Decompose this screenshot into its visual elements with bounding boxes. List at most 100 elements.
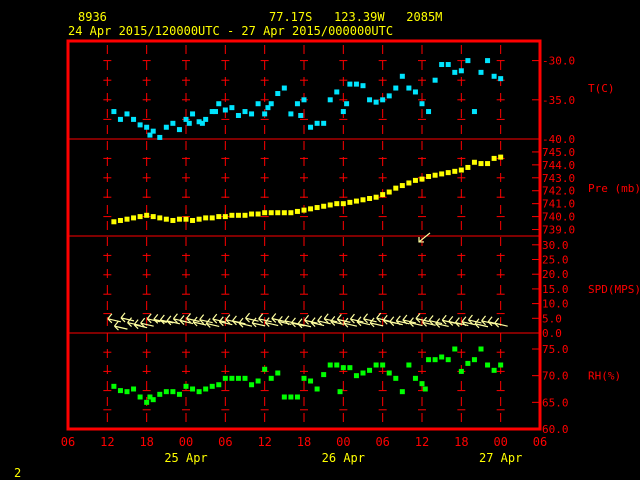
wind-barb-flag bbox=[461, 316, 467, 323]
pressure-point bbox=[144, 212, 150, 218]
humidity-point bbox=[229, 375, 235, 381]
wind-barb-shaft bbox=[396, 320, 410, 325]
humidity-point bbox=[491, 367, 497, 373]
wind-barb bbox=[461, 316, 476, 327]
pressure-point bbox=[452, 168, 458, 174]
pressure-point bbox=[334, 201, 340, 207]
y-axis-label: SPD(MPS) bbox=[588, 283, 640, 296]
wind-barb bbox=[245, 312, 259, 323]
wind-barb bbox=[159, 314, 174, 325]
humidity-point bbox=[275, 370, 281, 376]
wind-barb bbox=[408, 317, 423, 328]
wind-barb-flag bbox=[395, 315, 401, 322]
wind-barb-shaft bbox=[363, 318, 377, 323]
temperature-point bbox=[406, 85, 412, 91]
wind-barb-shaft bbox=[343, 322, 358, 327]
wind-barb bbox=[415, 313, 430, 323]
wind-barb-flag bbox=[481, 320, 486, 326]
pressure-point bbox=[432, 172, 438, 178]
x-tick-label: 18 bbox=[139, 435, 153, 449]
wind-barb-flag bbox=[133, 319, 139, 326]
wind-barb-shaft bbox=[415, 317, 430, 323]
pressure-point bbox=[386, 189, 392, 195]
wind-barb-flag bbox=[218, 316, 224, 323]
wind-barb bbox=[297, 318, 312, 329]
temperature-point bbox=[209, 109, 215, 115]
y-tick-label: -30.0 bbox=[542, 55, 575, 68]
wind-barb-flag bbox=[402, 314, 408, 321]
humidity-point bbox=[337, 389, 343, 395]
wind-barb-flag bbox=[192, 316, 198, 323]
wind-barb-flag bbox=[186, 318, 191, 323]
pressure-point bbox=[321, 203, 327, 209]
wind-barb-flag bbox=[120, 317, 126, 323]
wind-barb bbox=[343, 317, 358, 328]
wind-barb-flag bbox=[245, 312, 251, 319]
wind-barb-flag bbox=[422, 316, 428, 323]
wind-barb-shaft bbox=[350, 318, 364, 323]
humidity-point bbox=[393, 375, 399, 381]
temperature-point bbox=[314, 120, 320, 126]
pressure-point bbox=[340, 201, 346, 207]
pressure-point bbox=[288, 210, 294, 216]
wind-barb-shaft bbox=[133, 324, 148, 329]
wind-barb bbox=[336, 313, 351, 324]
temperature-point bbox=[367, 97, 373, 103]
wind-barb-flag bbox=[127, 322, 132, 328]
wind-barb-flag bbox=[192, 321, 198, 327]
temperature-point bbox=[373, 99, 379, 105]
y-axis-label: Pre (mb) bbox=[588, 182, 640, 195]
humidity-point bbox=[131, 386, 137, 392]
temperature-point bbox=[147, 132, 153, 138]
pressure-point bbox=[183, 216, 189, 222]
wind-barb-flag bbox=[330, 320, 336, 326]
wind-barb bbox=[323, 313, 338, 324]
wind-barb bbox=[356, 316, 371, 327]
pressure-point bbox=[327, 202, 333, 208]
y-tick-label: -35.0 bbox=[542, 94, 575, 107]
pressure-point bbox=[426, 174, 432, 180]
wind-barb-flag bbox=[114, 325, 119, 331]
y-tick-label: 70.0 bbox=[542, 370, 569, 383]
temperature-point bbox=[281, 85, 287, 91]
temperature-point bbox=[419, 101, 425, 107]
wind-barb-flag bbox=[474, 323, 480, 329]
humidity-point bbox=[111, 383, 117, 389]
wind-barb-flag bbox=[304, 314, 310, 321]
wind-barb-flag bbox=[481, 315, 487, 322]
wind-barb-shaft bbox=[428, 319, 443, 325]
wind-barb bbox=[113, 320, 128, 331]
y-tick-label: 5.0 bbox=[542, 312, 562, 325]
temperature-point bbox=[186, 120, 192, 126]
wind-barb-shaft bbox=[140, 322, 154, 327]
wind-barb-shaft bbox=[271, 317, 285, 323]
wind-barb bbox=[467, 314, 482, 325]
humidity-point bbox=[340, 365, 346, 371]
x-tick-label: 12 bbox=[257, 435, 271, 449]
temperature-point bbox=[452, 69, 458, 75]
pressure-point bbox=[406, 180, 412, 186]
wind-barb-flag bbox=[258, 313, 264, 320]
wind-barb-flag bbox=[245, 317, 250, 323]
wind-barb-flag bbox=[291, 322, 296, 328]
humidity-point bbox=[235, 375, 241, 381]
pressure-point bbox=[216, 214, 222, 220]
wind-barb-shaft bbox=[337, 318, 351, 323]
wind-barb-shaft bbox=[310, 322, 325, 327]
wind-barb-flag bbox=[448, 316, 454, 322]
wind-barb-flag bbox=[186, 313, 192, 319]
temperature-point bbox=[229, 105, 235, 111]
temperature-point bbox=[131, 116, 137, 122]
humidity-point bbox=[498, 362, 504, 368]
x-tick-label: 06 bbox=[375, 435, 389, 449]
humidity-point bbox=[432, 357, 438, 363]
wind-arrow-shaft bbox=[418, 232, 431, 243]
x-tick-label: 00 bbox=[493, 435, 507, 449]
temperature-point bbox=[144, 124, 150, 130]
humidity-point bbox=[360, 370, 366, 376]
wind-barb-flag bbox=[382, 314, 388, 321]
wind-barb-shaft bbox=[317, 320, 331, 325]
wind-barb-flag bbox=[218, 321, 224, 327]
wind-barb-shaft bbox=[468, 319, 482, 324]
wind-barb-shaft bbox=[245, 317, 259, 322]
